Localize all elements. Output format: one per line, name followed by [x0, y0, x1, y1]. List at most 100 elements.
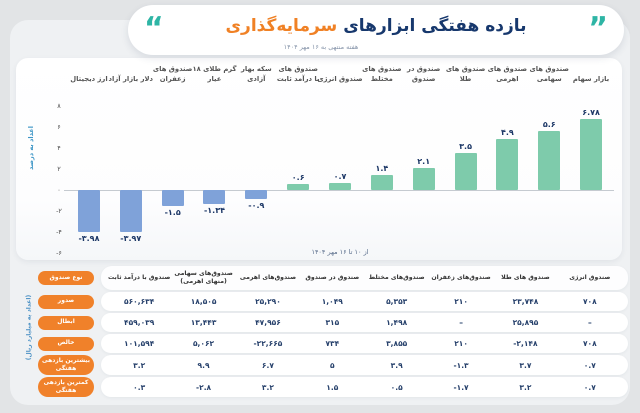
- table-cell: ۲۵,۸۹۵: [512, 318, 539, 327]
- column-header: صندوق در صندوق: [305, 273, 360, 281]
- category-label-line1: [65, 64, 113, 74]
- category-label: صندوق های اهرمی: [483, 64, 531, 84]
- category-label-line1: [316, 64, 364, 74]
- table-cell: ۹.۹: [197, 360, 210, 370]
- table-body: صدور ۷۰۸ ۲۳,۷۴۸ ۲۱۰ ۵,۳۵۳ ۱,۰۴۹ ۲۵,۲۹۰ ۱۸,۵۰۵ ۵۶…: [38, 292, 628, 398]
- table-cell: –: [459, 318, 463, 327]
- category-label: صندوق های مختلط: [358, 64, 406, 84]
- row-cells: ۷۰۸ -۲,۱۴۸ ۲۱۰ ۳,۸۵۵ ۷۳۴ -۲۲,۶۶۵ ۵,۰۶۲ ۱۰۱,۵۹۴: [101, 334, 628, 353]
- chart-column: صندوق های سهامی ۵.۶: [528, 58, 570, 260]
- chart-column: سکه بهار آزادی -۰.۹: [235, 58, 277, 260]
- bar: [161, 190, 184, 206]
- bar: [496, 138, 519, 190]
- category-label-line1: [567, 64, 615, 74]
- header: ” بازده هفتگی ابزارهای سرمایه‌گذاری “ هف…: [128, 5, 624, 55]
- category-label: ارز دیجیتال: [65, 64, 113, 84]
- table-row: ابطال – ۲۵,۸۹۵ – ۱,۴۹۸ ۳۱۵ ۴۷,۹۵۶ ۱۳,۴۴۳ ۴۵۹,۰۳۹: [38, 313, 628, 332]
- table-corner-badge: نوع صندوق: [38, 271, 94, 285]
- row-cells: ۷۰۸ ۲۳,۷۴۸ ۲۱۰ ۵,۳۵۳ ۱,۰۴۹ ۲۵,۲۹۰ ۱۸,۵۰۵ ۵۶۰,۶۳…: [101, 292, 628, 311]
- chart-column: صندوق های با درآمد ثابت ۰.۶: [277, 58, 319, 260]
- table-row: بیشترین بازدهی هفتگی ۰.۷ ۳.۷ -۱.۳ ۳.۹ ۵ ۶.۷ ۹.۹…: [38, 355, 628, 376]
- table-cell: -۲.۸: [196, 382, 212, 392]
- table-cell: ۷۳۴: [325, 339, 340, 348]
- bar-value-label: ۵.۶: [542, 120, 556, 130]
- chart-column: صندوق در صندوق ۲.۱: [403, 58, 445, 260]
- bar: [538, 131, 561, 190]
- table-cell: ۵,۰۶۲: [192, 339, 215, 348]
- y-tick-label: ۴: [57, 143, 61, 152]
- y-axis-title: اعداد به درصد: [27, 126, 35, 171]
- category-label: دلار بازار آزاد: [107, 64, 155, 84]
- category-label-line1: گرم طلای ۱۸: [192, 65, 237, 73]
- category-label-line1: صندوق های: [362, 65, 402, 73]
- bar-value-label: ۱.۴: [375, 164, 389, 174]
- chart-column: بازار سهام ۶.۷۸: [570, 58, 612, 260]
- table-cell: ۰.۷: [583, 360, 596, 370]
- y-tick-label: -۲: [56, 206, 62, 215]
- bar-value-label: ۰.۶: [291, 172, 305, 182]
- chart-column: صندوق های مختلط ۱.۴: [361, 58, 403, 260]
- category-label: صندوق های طلا: [442, 64, 490, 84]
- category-label: صندوق انرژی: [316, 64, 364, 84]
- category-label: صندوق در صندوق: [400, 64, 448, 84]
- bar: [119, 190, 142, 232]
- table-cell: ۱,۴۹۸: [386, 318, 408, 327]
- table-cell: ۲۵,۲۹۰: [255, 297, 281, 306]
- row-cells: – ۲۵,۸۹۵ – ۱,۴۹۸ ۳۱۵ ۴۷,۹۵۶ ۱۳,۴۴۳ ۴۵۹,۰۳۹: [101, 313, 628, 332]
- category-label-line1: صندوق های: [445, 65, 486, 73]
- y-tick-label: ۰: [57, 185, 61, 194]
- column-header: صندوق های طلا: [501, 273, 550, 281]
- category-label-line1: صندوق های: [152, 65, 193, 73]
- table-cell: ۱۸,۵۰۵: [190, 297, 217, 306]
- category-label: صندوق های با درآمد ثابت: [274, 64, 322, 84]
- quote-right-icon: ”: [588, 11, 608, 46]
- bar: [412, 167, 435, 190]
- page-title-main: بازده هفتگی ابزارهای: [343, 16, 527, 36]
- category-label: گرم طلای ۱۸ عیار: [191, 64, 239, 84]
- page-title: بازده هفتگی ابزارهای سرمایه‌گذاری: [225, 16, 526, 36]
- table-cell: ۳.۲: [519, 382, 532, 392]
- row-label-badge: ابطال: [38, 315, 94, 330]
- row-label-badge: کمترین بازدهی هفتگی: [38, 377, 94, 398]
- y-tick-label: -۴: [56, 227, 62, 236]
- bar: [370, 175, 393, 190]
- bar-value-label: ۳.۵: [459, 142, 472, 152]
- bar-value-label: ۶.۷۸: [582, 107, 600, 117]
- bar: [287, 183, 310, 190]
- table-row: صدور ۷۰۸ ۲۳,۷۴۸ ۲۱۰ ۵,۳۵۳ ۱,۰۴۹ ۲۵,۲۹۰ ۱۸,۵۰۵ ۵۶…: [38, 292, 628, 311]
- table-cell: ۶.۷: [261, 360, 274, 370]
- row-cells: ۰.۷ ۳.۲ -۱.۷ ۰.۵ ۱.۵ ۳.۲ -۲.۸ ۰.۳: [101, 377, 628, 398]
- category-label-line2: با درآمد ثابت: [276, 75, 320, 83]
- category-label-line2: اهرمی: [496, 75, 519, 83]
- column-header: صندوق‌های سهامی (منهای اهرمی): [174, 269, 233, 285]
- y-tick-label: ۶: [57, 122, 61, 131]
- column-header: صندوق انرژی: [569, 273, 611, 281]
- chart-column: صندوق های اهرمی ۴.۹: [486, 58, 528, 260]
- bar-value-label: -۳.۹۸: [78, 233, 100, 243]
- y-tick-label: ۸: [57, 101, 61, 110]
- bar: [245, 190, 268, 200]
- quote-left-icon: “: [144, 11, 164, 46]
- column-header: صندوق‌های اهرمی: [239, 273, 297, 281]
- category-label-line2: طلا: [459, 75, 472, 83]
- category-label-line1: صندوق های: [278, 65, 318, 73]
- category-label-line2: ارز دیجیتال: [70, 75, 108, 83]
- table-cell: ۱۳,۴۴۳: [190, 318, 217, 327]
- table-cell: -۱.۳: [453, 360, 469, 370]
- category-label-line2: مختلط: [370, 75, 393, 83]
- category-label-line1: سکه بهار: [241, 65, 272, 73]
- fund-table: (اعداد به میلیارد ریال) نوع صندوق صندوق …: [26, 266, 628, 399]
- table-cell: ۴۷,۹۵۶: [255, 318, 281, 327]
- table-cell: ۲۱۰: [454, 297, 468, 306]
- chart-column: صندوق های طلا ۳.۵: [445, 58, 487, 260]
- zero-axis-line: [64, 190, 614, 191]
- category-label-line2: زعفران: [159, 75, 186, 83]
- table-cell: ۲۳,۷۴۸: [512, 297, 539, 306]
- category-label: بازار سهام: [567, 64, 615, 84]
- category-label: سکه بهار آزادی: [232, 64, 280, 84]
- table-cell: ۷۰۸: [582, 339, 597, 348]
- bar-value-label: ۴.۹: [500, 127, 514, 137]
- table-cell: ۴۵۹,۰۳۹: [124, 318, 155, 327]
- table-cell: -۲,۱۴۸: [513, 339, 538, 348]
